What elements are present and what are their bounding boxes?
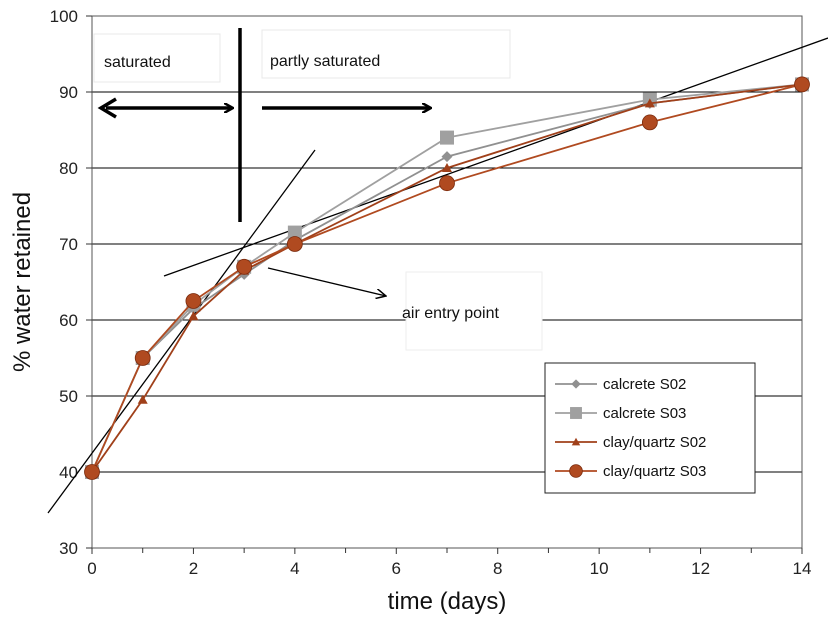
partly-saturated-label: partly saturated <box>270 53 380 70</box>
data-point <box>442 163 452 172</box>
y-tick-label: 60 <box>59 311 78 330</box>
data-point <box>641 114 658 131</box>
air-entry-pointer-arrow <box>267 267 386 296</box>
legend-label: calcrete S02 <box>603 376 686 393</box>
air-entry-label: air entry point <box>402 305 499 322</box>
legend-item: calcrete S02 <box>555 376 686 393</box>
data-point <box>188 311 199 321</box>
data-point <box>236 258 253 275</box>
y-tick-label: 50 <box>59 387 78 406</box>
x-tick-label: 0 <box>87 559 96 578</box>
data-point <box>286 236 303 252</box>
data-point <box>287 225 302 240</box>
legend-swatch-marker <box>571 379 581 389</box>
data-point <box>794 76 810 93</box>
legend-label: clay/quartz S03 <box>603 463 706 480</box>
y-axis-ticks: 30 40 50 60 70 80 90 100 <box>50 7 92 558</box>
data-point <box>84 464 100 480</box>
series-4 <box>84 76 810 480</box>
legend-swatch-marker <box>571 437 581 446</box>
x-tick-label: 2 <box>189 559 198 578</box>
series-line <box>91 83 803 473</box>
y-tick-label: 30 <box>59 539 78 558</box>
legend-swatch-marker <box>570 407 582 419</box>
x-tick-label: 6 <box>392 559 401 578</box>
y-tick-label: 90 <box>59 83 78 102</box>
partly-saturated-label-box <box>261 29 511 79</box>
annotations: saturated partly saturated air entry poi… <box>47 28 828 514</box>
data-point <box>134 350 151 366</box>
data-point <box>440 130 454 145</box>
series-line <box>91 83 803 473</box>
legend-item: clay/quartz S03 <box>555 463 706 480</box>
x-axis-ticks: 0 2 4 6 8 10 12 14 <box>87 548 811 578</box>
x-tick-label: 12 <box>691 559 710 578</box>
x-tick-label: 14 <box>793 559 812 578</box>
x-tick-label: 10 <box>590 559 609 578</box>
y-tick-label: 80 <box>59 159 78 178</box>
data-point <box>439 175 455 192</box>
y-tick-label: 70 <box>59 235 78 254</box>
x-tick-label: 4 <box>290 559 299 578</box>
data-point <box>644 98 655 108</box>
air-entry-label-box <box>405 271 543 351</box>
y-axis-title: % water retained <box>9 192 36 372</box>
data-point <box>137 394 148 404</box>
legend-item: clay/quartz S02 <box>555 434 706 451</box>
series-layer <box>84 76 810 480</box>
data-point <box>441 151 453 163</box>
saturated-label-box <box>93 33 221 83</box>
saturated-arrow-left-head <box>97 97 117 119</box>
legend-item: calcrete S03 <box>555 405 686 422</box>
y-tick-label: 40 <box>59 463 78 482</box>
x-tick-label: 8 <box>493 559 502 578</box>
data-point <box>185 293 202 309</box>
air-entry-tangent-shallow <box>163 37 828 277</box>
air-entry-tangent-steep <box>47 149 316 514</box>
legend-swatch-marker <box>569 464 583 478</box>
legend-label: calcrete S03 <box>603 405 686 422</box>
y-tick-label: 100 <box>50 7 78 26</box>
legend: calcrete S02 calcrete S03 clay/quartz S02 c… <box>544 362 756 494</box>
x-axis-title: time (days) <box>388 588 507 615</box>
saturated-label: saturated <box>104 54 171 71</box>
legend-label: clay/quartz S02 <box>603 434 706 451</box>
